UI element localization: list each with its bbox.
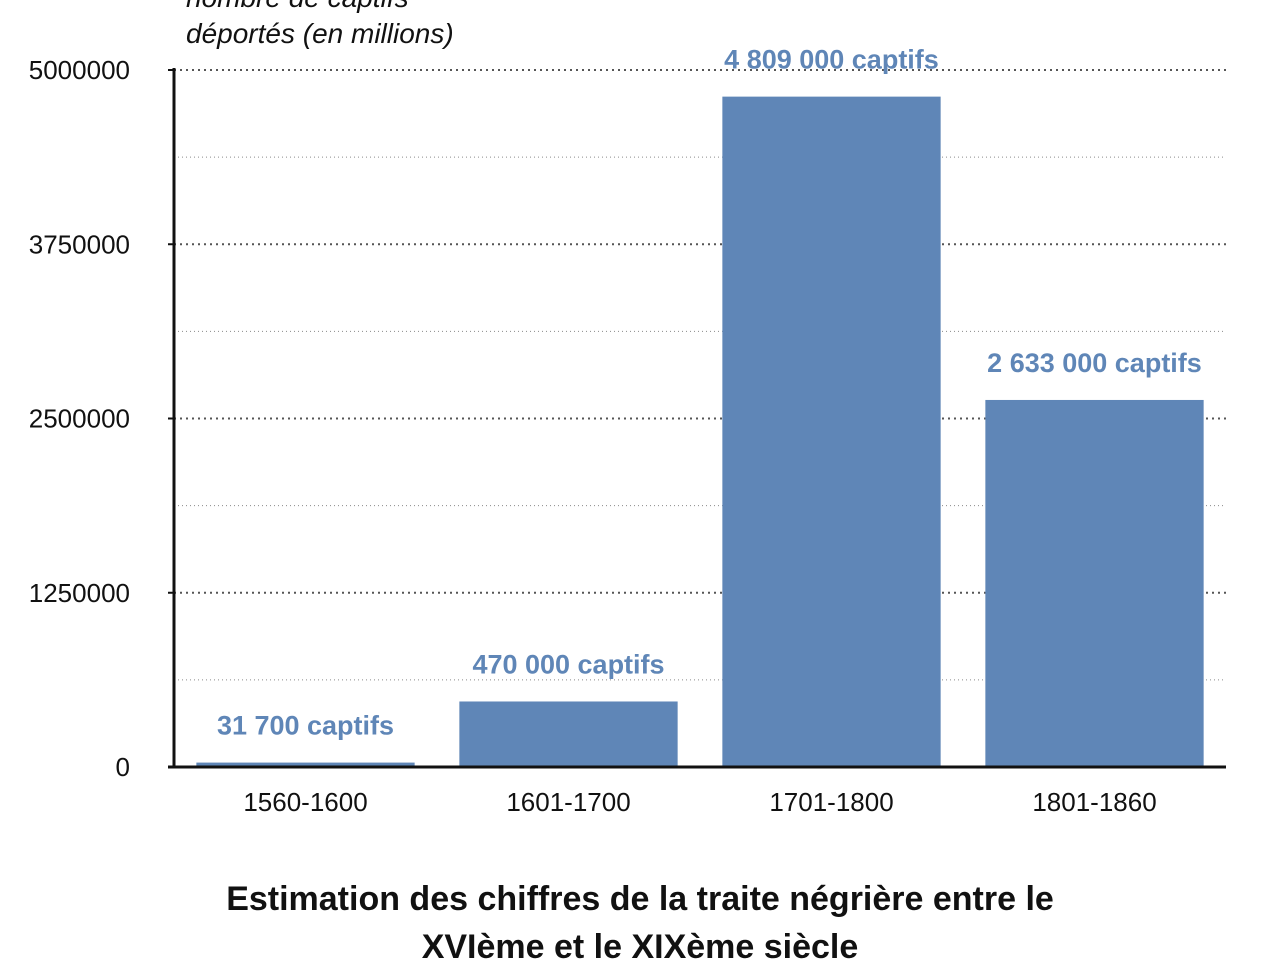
y-tick-label: 3750000	[29, 229, 130, 259]
bar-1801-1860	[985, 399, 1204, 767]
chart-title-line-2: XVIème et le XIXème siècle	[421, 928, 859, 966]
x-tick-label: 1701-1800	[769, 787, 893, 817]
chart-title-line-1: Estimation des chiffres de la traite nég…	[226, 880, 1054, 918]
data-label-1801-1860: 2 633 000 captifs	[987, 348, 1202, 378]
y-tick-label: 0	[116, 752, 130, 782]
y-axis-label-line-2: déportés (en millions)	[186, 18, 454, 49]
data-label-1601-1700: 470 000 captifs	[472, 649, 664, 679]
y-tick-label: 5000000	[29, 55, 130, 85]
y-tick-label: 2500000	[29, 404, 130, 434]
y-tick-label: 1250000	[29, 578, 130, 608]
bar-1601-1700	[459, 701, 678, 767]
y-axis-label-line-1: nombre de captifs	[186, 0, 409, 12]
x-tick-label: 1601-1700	[506, 787, 630, 817]
bar-1701-1800	[722, 96, 941, 768]
bar-1560-1600	[196, 762, 415, 767]
bar-chart: 0 1250000 2500000 3750000 5000000 31 700 capt…	[29, 45, 1226, 817]
x-tick-label: 1560-1600	[243, 787, 367, 817]
data-label-1560-1600: 31 700 captifs	[217, 711, 394, 741]
data-label-1701-1800: 4 809 000 captifs	[724, 45, 939, 75]
x-tick-label: 1801-1860	[1032, 787, 1156, 817]
